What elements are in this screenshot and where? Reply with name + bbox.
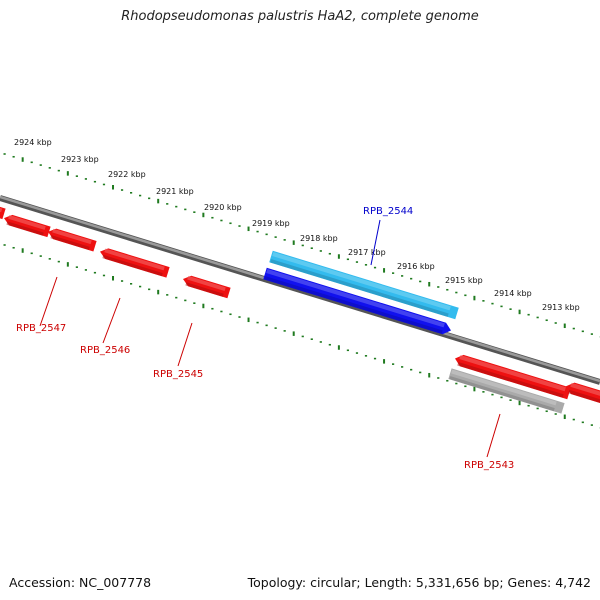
gene-highlight bbox=[451, 369, 557, 406]
gene-shadow bbox=[50, 235, 90, 251]
gene-highlight bbox=[459, 354, 566, 392]
gene-shadow bbox=[568, 389, 600, 405]
gene-feature bbox=[263, 267, 451, 335]
map-title: Rhodopseudomonas palustris HaA2, complet… bbox=[121, 9, 479, 24]
gene-shadow bbox=[264, 276, 443, 334]
gene-label: RPB_2546 bbox=[80, 345, 130, 356]
scale-label: 2924 kbp bbox=[14, 138, 52, 147]
gene-feature bbox=[565, 382, 600, 406]
gene-shadow bbox=[185, 282, 224, 297]
gene-shadow bbox=[449, 376, 555, 412]
scale-label: 2923 kbp bbox=[61, 155, 99, 164]
scale-label: 2919 kbp bbox=[252, 219, 290, 228]
gene-highlight bbox=[266, 268, 445, 328]
gene-highlight bbox=[187, 275, 226, 292]
gene-shadow bbox=[6, 221, 44, 236]
gene-feature bbox=[455, 354, 571, 400]
gene-highlight bbox=[104, 248, 165, 271]
scale-label: 2917 kbp bbox=[348, 248, 386, 257]
gene-highlight bbox=[570, 382, 600, 398]
gene-leader-line bbox=[370, 219, 381, 266]
gene-highlight bbox=[52, 228, 92, 245]
gene-labels: RPB_2547 RPB_2546 RPB_2545 RPB_2544 RPB_2543 bbox=[16, 206, 514, 471]
scale-label: 2914 kbp bbox=[494, 289, 532, 298]
gene-leader-line bbox=[486, 413, 501, 458]
scale-label: 2915 kbp bbox=[445, 276, 483, 285]
accession-text: Accession: NC_007778 bbox=[9, 575, 152, 590]
gene-highlight bbox=[8, 215, 46, 230]
gene-label: RPB_2545 bbox=[153, 369, 203, 380]
gene-label: RPB_2547 bbox=[16, 323, 66, 334]
gene-highlight bbox=[0, 206, 3, 213]
gene-feature bbox=[3, 214, 51, 238]
genome-summary-text: Topology: circular; Length: 5,331,656 bp… bbox=[247, 575, 591, 590]
inner-scale-ticks bbox=[3, 244, 600, 429]
gene-features bbox=[0, 205, 600, 414]
gene-feature bbox=[183, 275, 231, 299]
scale-label: 2921 kbp bbox=[156, 187, 194, 196]
scale-label: 2916 kbp bbox=[397, 262, 435, 271]
scale-label: 2920 kbp bbox=[204, 203, 242, 212]
gene-leader-line bbox=[39, 276, 58, 327]
scale-label: 2922 kbp bbox=[108, 170, 146, 179]
gene-feature bbox=[47, 228, 97, 252]
gene-label: RPB_2543 bbox=[464, 460, 514, 471]
gene-feature bbox=[0, 205, 6, 220]
gene-feature bbox=[448, 368, 565, 414]
scale-label: 2913 kbp bbox=[542, 303, 580, 312]
gene-feature bbox=[269, 250, 459, 320]
gene-leader-line bbox=[177, 322, 193, 367]
outer-scale-ticks bbox=[3, 153, 600, 338]
gene-leader-line bbox=[102, 297, 121, 344]
gene-body bbox=[0, 205, 6, 220]
gene-shadow bbox=[270, 259, 449, 317]
gene-highlight bbox=[272, 251, 451, 311]
gene-shadow bbox=[457, 362, 564, 398]
gene-label: RPB_2544 bbox=[363, 206, 413, 217]
scale-label: 2918 kbp bbox=[300, 234, 338, 243]
gene-shadow bbox=[102, 254, 163, 277]
gene-feature bbox=[100, 248, 170, 278]
scale-labels: 2924 kbp 2923 kbp 2922 kbp 2921 kbp 2920 kbp… bbox=[14, 138, 580, 312]
